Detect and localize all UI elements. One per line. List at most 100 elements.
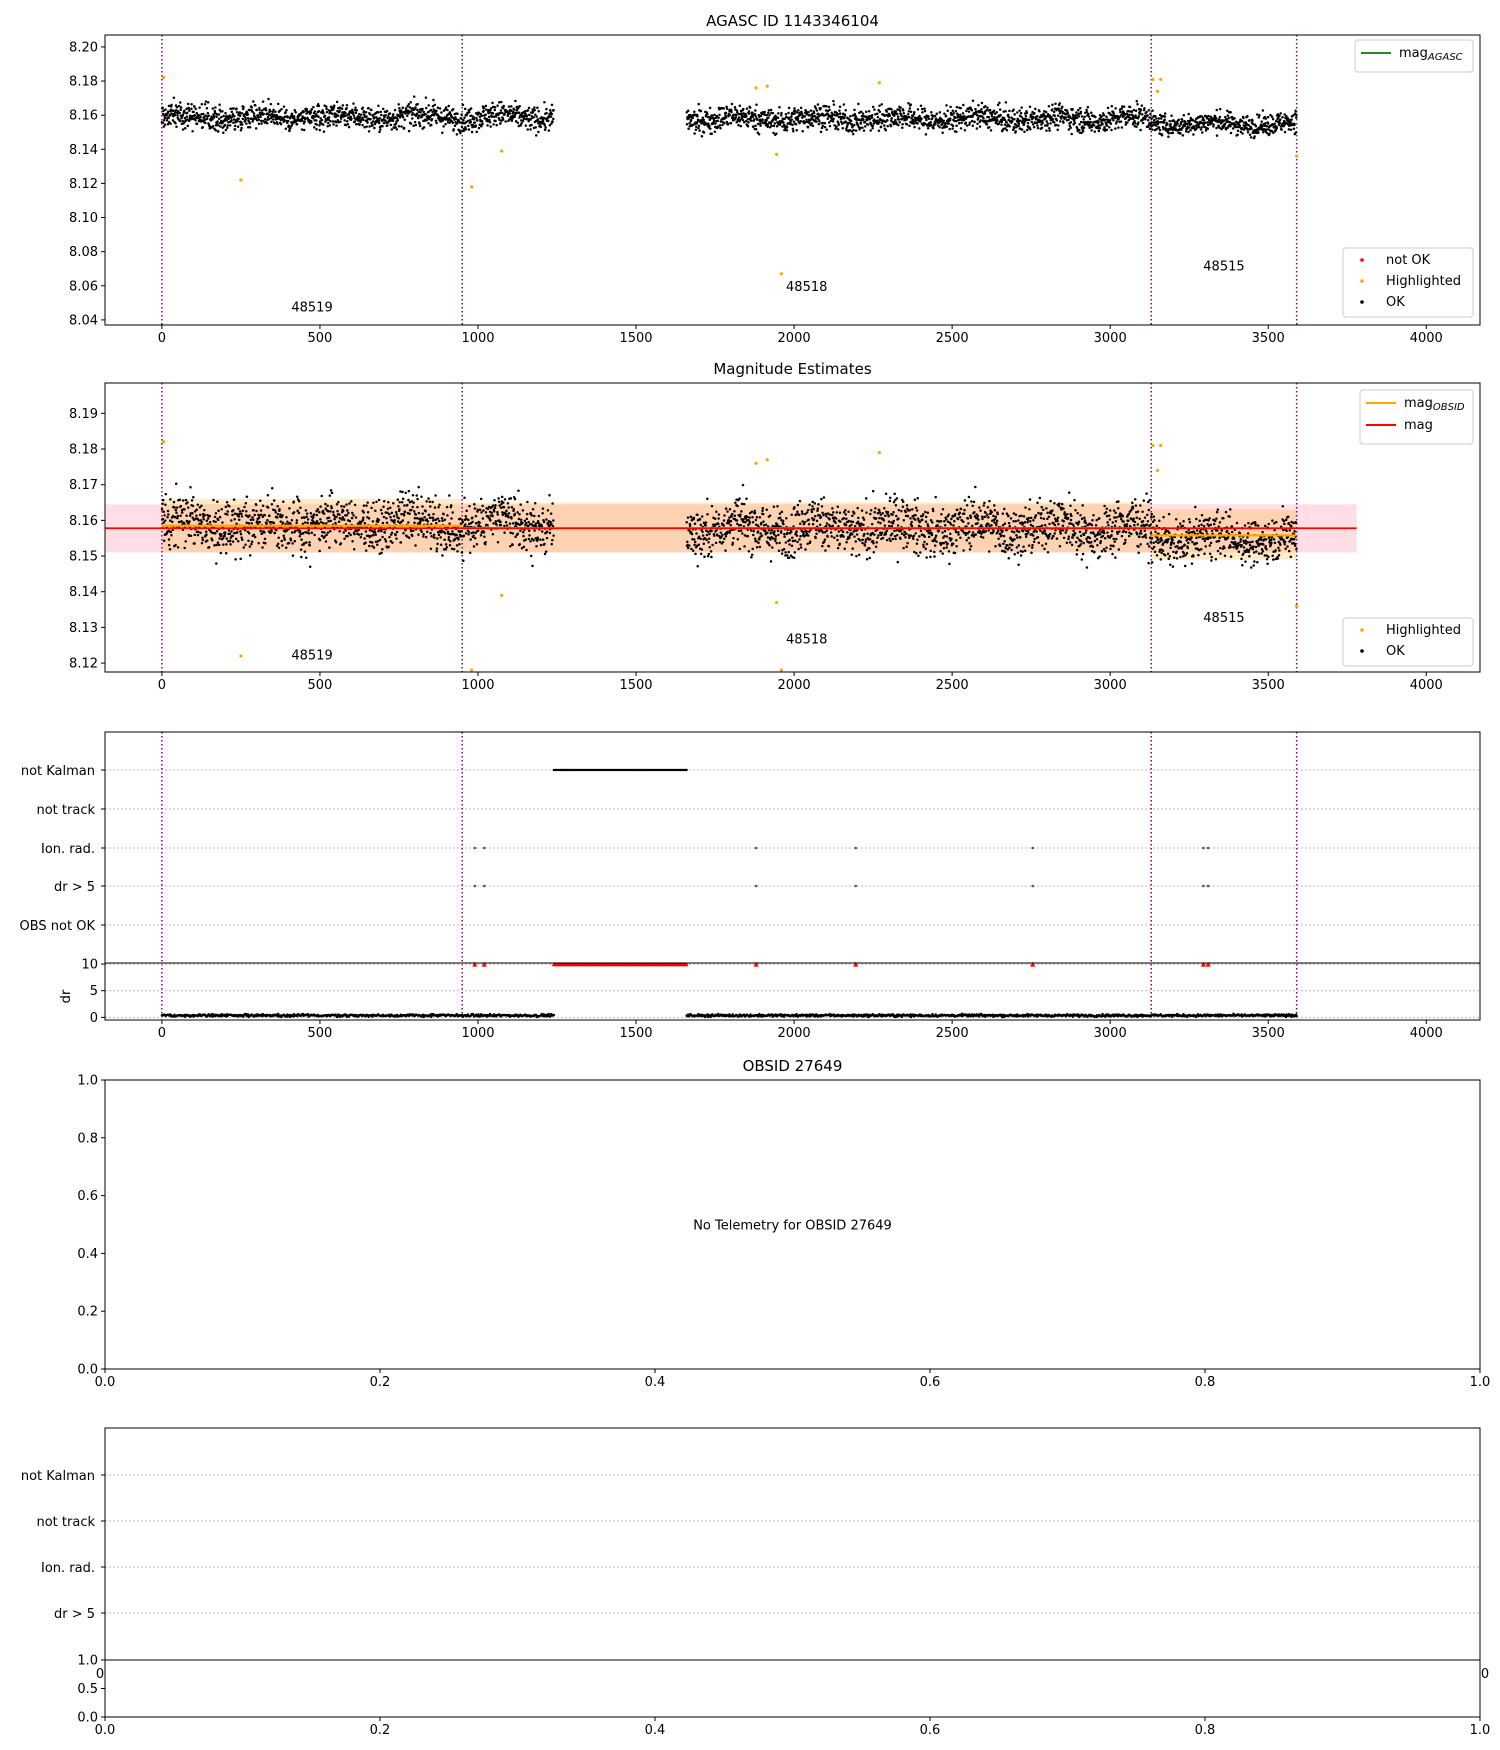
mag-estimates-ok-point [173,515,177,519]
agasc-ok-point [493,106,497,109]
agasc-ok-point [1189,128,1192,132]
agasc-ok-point [1146,114,1149,117]
agasc-ok-point [238,114,242,118]
mag-estimates-ok-point [323,531,326,534]
agasc-ok-point [1078,123,1081,126]
mag-estimates-ok-point [221,521,224,524]
agasc-ok-point [484,104,488,108]
agasc-ok-point [799,120,803,123]
agasc-ok-point [1036,126,1040,130]
mag-estimates-ok-point [297,511,301,515]
agasc-ok-point [487,115,491,119]
mag-estimates-ok-point [785,516,788,520]
agasc-ok-point [357,113,361,116]
mag-estimates-ok-point [261,546,264,549]
mag-estimates-ok-point [693,543,696,547]
agasc-ok-point [366,121,369,124]
agasc-ok-point [1066,112,1070,115]
mag-estimates-ok-point [278,508,281,511]
mag-estimates-ok-point [771,524,774,528]
mag-estimates-ok-point [713,517,717,521]
mag-estimates-ok-point [238,510,242,513]
mag-estimates-ok-point [430,534,433,538]
mag-estimates-ok-point [450,517,453,520]
agasc-ok-point [301,119,304,122]
mag-estimates-ok-point [778,516,782,520]
agasc-ok-point [1075,111,1078,114]
agasc-ok-point [982,116,985,120]
mag-estimates-ok-point [297,500,301,503]
agasc-ok-point [941,131,944,134]
agasc-ok-point [346,119,349,123]
agasc-obsid-label: 48518 [786,280,827,295]
mag-estimates-ok-point [329,519,333,523]
mag-estimates-ok-point [429,531,432,535]
mag-estimates-ok-point [811,522,815,526]
agasc-ok-point [1061,105,1064,108]
agasc-ok-point [334,120,338,124]
agasc-ok-point [1097,120,1100,124]
agasc-ok-point [448,121,451,125]
agasc-ok-point [163,116,167,120]
agasc-ok-point [1022,122,1026,126]
mag-estimates-ok-point [702,542,706,546]
agasc-ok-point [998,101,1001,105]
agasc-ok-point [287,124,291,128]
agasc-ok-point [305,108,309,111]
mag-estimates-ok-point [205,539,209,542]
agasc-ok-point [369,117,372,121]
mag-estimates-ok-point [835,534,839,538]
agasc-ok-point [975,113,979,117]
agasc-ok-point [773,122,777,125]
agasc-ok-point [270,113,274,116]
mag-estimates-ok-point [795,530,798,533]
mag-estimates-ok-point [759,532,762,535]
mag-estimates-ok-point [491,514,494,518]
agasc-ok-point [1090,129,1093,132]
agasc-ok-point [1157,117,1161,120]
mag-estimates-ok-point [499,523,503,527]
agasc-ok-point [212,116,216,119]
agasc-ok-point [1166,122,1169,126]
agasc-ok-point [809,109,813,112]
mag-estimates-ok-point [303,550,307,553]
agasc-ok-point [537,109,540,113]
agasc-ok-point [1294,109,1297,112]
agasc-ok-point [1044,110,1048,114]
agasc-ok-point [1149,112,1152,116]
agasc-ok-point [1137,121,1140,124]
agasc-ok-point [1247,123,1250,127]
agasc-ok-point [368,125,371,128]
mag-estimates-ok-point [505,524,509,527]
agasc-ok-point [191,117,195,121]
mag-estimates-ok-point [698,518,702,521]
mag-estimates-ok-point [484,511,488,514]
agasc-ok-point [822,114,826,117]
mag-estimates-ok-point [391,541,394,544]
agasc-ok-point [754,124,757,127]
mag-estimates-ok-point [420,495,423,499]
agasc-ok-point [735,113,738,117]
agasc-ok-point [463,107,467,111]
agasc-ok-point [498,118,501,122]
agasc-ok-point [214,123,218,127]
agasc-ok-point [730,108,733,112]
agasc-observation-boundaries [161,35,1298,325]
agasc-ok-point [1079,120,1083,124]
mag-estimates-ok-point [411,534,414,538]
agasc-ok-point [1223,122,1227,126]
mag-estimates-ok-point [306,518,310,521]
agasc-ok-point [767,116,770,119]
mag-estimates-ok-point [522,534,525,538]
mag-estimates-ok-point [234,537,238,541]
mag-estimates-ok-point [769,531,772,535]
mag-estimates-ok-point [836,546,840,550]
agasc-ok-point [1294,116,1298,119]
agasc-ok-point [165,119,169,122]
agasc-ok-point [341,104,345,107]
agasc-ok-point [1073,121,1077,125]
agasc-ok-point [447,104,450,108]
agasc-highlighted-point [775,152,779,157]
agasc-ok-point [1135,125,1138,128]
mag-estimates-ok-point [481,517,485,520]
